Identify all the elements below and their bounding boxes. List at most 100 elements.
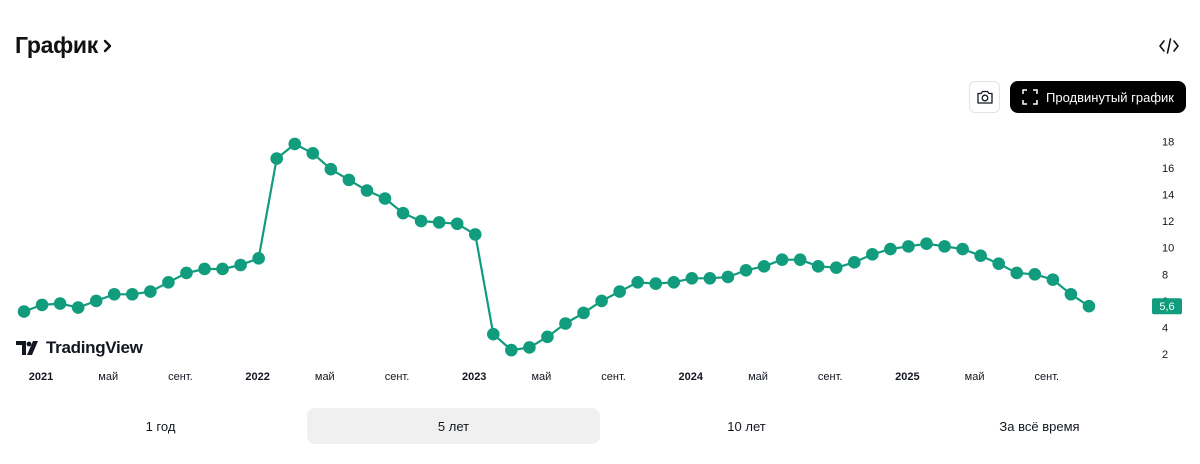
data-point[interactable] xyxy=(126,287,139,301)
data-point[interactable] xyxy=(505,343,518,357)
data-point[interactable] xyxy=(360,184,374,197)
y-tick-label: 8 xyxy=(1162,269,1168,281)
x-tick-label: сент. xyxy=(601,371,626,383)
y-tick-label: 2 xyxy=(1162,349,1168,361)
y-axis: 24681012141618 xyxy=(1162,136,1174,361)
data-point[interactable] xyxy=(324,162,338,176)
data-point[interactable] xyxy=(198,262,211,276)
data-point[interactable] xyxy=(884,242,897,256)
data-point[interactable] xyxy=(829,261,843,274)
data-point[interactable] xyxy=(288,137,302,151)
data-point[interactable] xyxy=(523,341,536,354)
data-point[interactable] xyxy=(35,298,49,312)
data-point[interactable] xyxy=(595,294,608,308)
data-point[interactable] xyxy=(234,258,247,272)
data-point[interactable] xyxy=(631,275,644,289)
y-tick-label: 14 xyxy=(1162,190,1174,202)
x-tick-label: 2023 xyxy=(462,371,486,383)
data-point[interactable] xyxy=(1028,268,1042,281)
snapshot-button[interactable] xyxy=(969,81,1000,113)
data-point[interactable] xyxy=(450,217,464,231)
x-tick-label: 2022 xyxy=(245,371,269,383)
data-point[interactable] xyxy=(577,306,590,320)
data-point[interactable] xyxy=(1046,273,1060,286)
x-tick-label: май xyxy=(965,371,985,383)
data-point[interactable] xyxy=(992,257,1005,270)
y-tick-label: 16 xyxy=(1162,163,1174,175)
data-point[interactable] xyxy=(342,173,356,187)
data-point[interactable] xyxy=(559,317,572,330)
data-point[interactable] xyxy=(541,330,554,344)
data-point[interactable] xyxy=(920,237,933,251)
data-point[interactable] xyxy=(775,253,789,266)
chart-title[interactable]: График xyxy=(15,32,114,59)
advanced-chart-button[interactable]: Продвинутый график xyxy=(1010,81,1186,113)
data-point[interactable] xyxy=(17,305,31,318)
data-point[interactable] xyxy=(396,206,410,220)
x-tick-label: май xyxy=(531,371,551,383)
data-point[interactable] xyxy=(703,271,717,285)
chevron-right-icon xyxy=(103,39,112,52)
embed-code-icon[interactable] xyxy=(1158,36,1180,56)
x-tick-label: 2021 xyxy=(29,371,53,383)
data-point[interactable] xyxy=(956,242,969,256)
data-point[interactable] xyxy=(902,240,915,253)
data-point[interactable] xyxy=(721,270,735,284)
last-price-value: 5,6 xyxy=(1159,301,1174,313)
data-point[interactable] xyxy=(432,216,446,229)
data-point[interactable] xyxy=(144,285,157,298)
data-point[interactable] xyxy=(793,253,807,266)
x-axis: 2021 май сент. 2022 май сент. 2023 май сент. 2024… xyxy=(29,371,1059,383)
x-tick-label: май xyxy=(98,371,118,383)
last-price-badge xyxy=(1152,298,1182,315)
range-tabs: 1 год 5 лет 10 лет За всё время xyxy=(14,408,1186,444)
data-point[interactable] xyxy=(667,275,681,289)
series-line xyxy=(17,137,1096,357)
data-point[interactable] xyxy=(866,248,879,261)
data-point[interactable] xyxy=(1082,299,1096,313)
data-point[interactable] xyxy=(306,146,320,160)
range-tab-all[interactable]: За всё время xyxy=(999,418,1080,434)
data-point[interactable] xyxy=(270,152,284,165)
data-point[interactable] xyxy=(252,252,265,265)
data-point[interactable] xyxy=(71,301,85,314)
data-point[interactable] xyxy=(487,327,500,341)
tradingview-logo[interactable]: TradingView xyxy=(16,338,143,358)
range-tab-5y[interactable]: 5 лет xyxy=(307,408,600,444)
data-point[interactable] xyxy=(685,271,699,285)
data-point[interactable] xyxy=(649,277,663,290)
data-point[interactable] xyxy=(89,294,103,308)
data-point[interactable] xyxy=(468,228,482,241)
data-point[interactable] xyxy=(757,260,771,273)
x-tick-label: сент. xyxy=(385,371,410,383)
x-tick-label: 2024 xyxy=(679,371,704,383)
data-point[interactable] xyxy=(162,275,175,289)
y-tick-label: 4 xyxy=(1162,323,1168,335)
data-point[interactable] xyxy=(848,256,861,269)
data-point[interactable] xyxy=(613,285,626,298)
advanced-chart-label: Продвинутый график xyxy=(1046,89,1174,105)
data-point[interactable] xyxy=(739,264,753,277)
data-point[interactable] xyxy=(414,214,428,228)
range-tab-1y[interactable]: 1 год xyxy=(145,418,176,434)
x-tick-label: май xyxy=(315,371,335,383)
data-point[interactable] xyxy=(974,249,987,262)
x-tick-label: сент. xyxy=(168,371,193,383)
data-point[interactable] xyxy=(1010,266,1024,280)
data-point[interactable] xyxy=(378,192,392,205)
x-tick-label: сент. xyxy=(1035,371,1060,383)
y-tick-label: 10 xyxy=(1162,243,1174,255)
range-tab-10y[interactable]: 10 лет xyxy=(727,418,766,434)
chart-title-text: График xyxy=(15,32,98,58)
camera-icon xyxy=(976,90,993,104)
data-point[interactable] xyxy=(53,297,67,310)
last-price-label: 5,6 xyxy=(1152,298,1182,315)
data-point[interactable] xyxy=(107,287,121,301)
line-chart[interactable]: 24681012141618 2021майсент.2022майсент.2… xyxy=(0,120,1200,388)
data-point[interactable] xyxy=(1064,287,1078,301)
data-point[interactable] xyxy=(938,240,951,253)
data-point[interactable] xyxy=(180,266,193,280)
data-point[interactable] xyxy=(811,260,825,273)
data-point[interactable] xyxy=(216,262,229,276)
tradingview-logo-text: TradingView xyxy=(46,338,143,357)
